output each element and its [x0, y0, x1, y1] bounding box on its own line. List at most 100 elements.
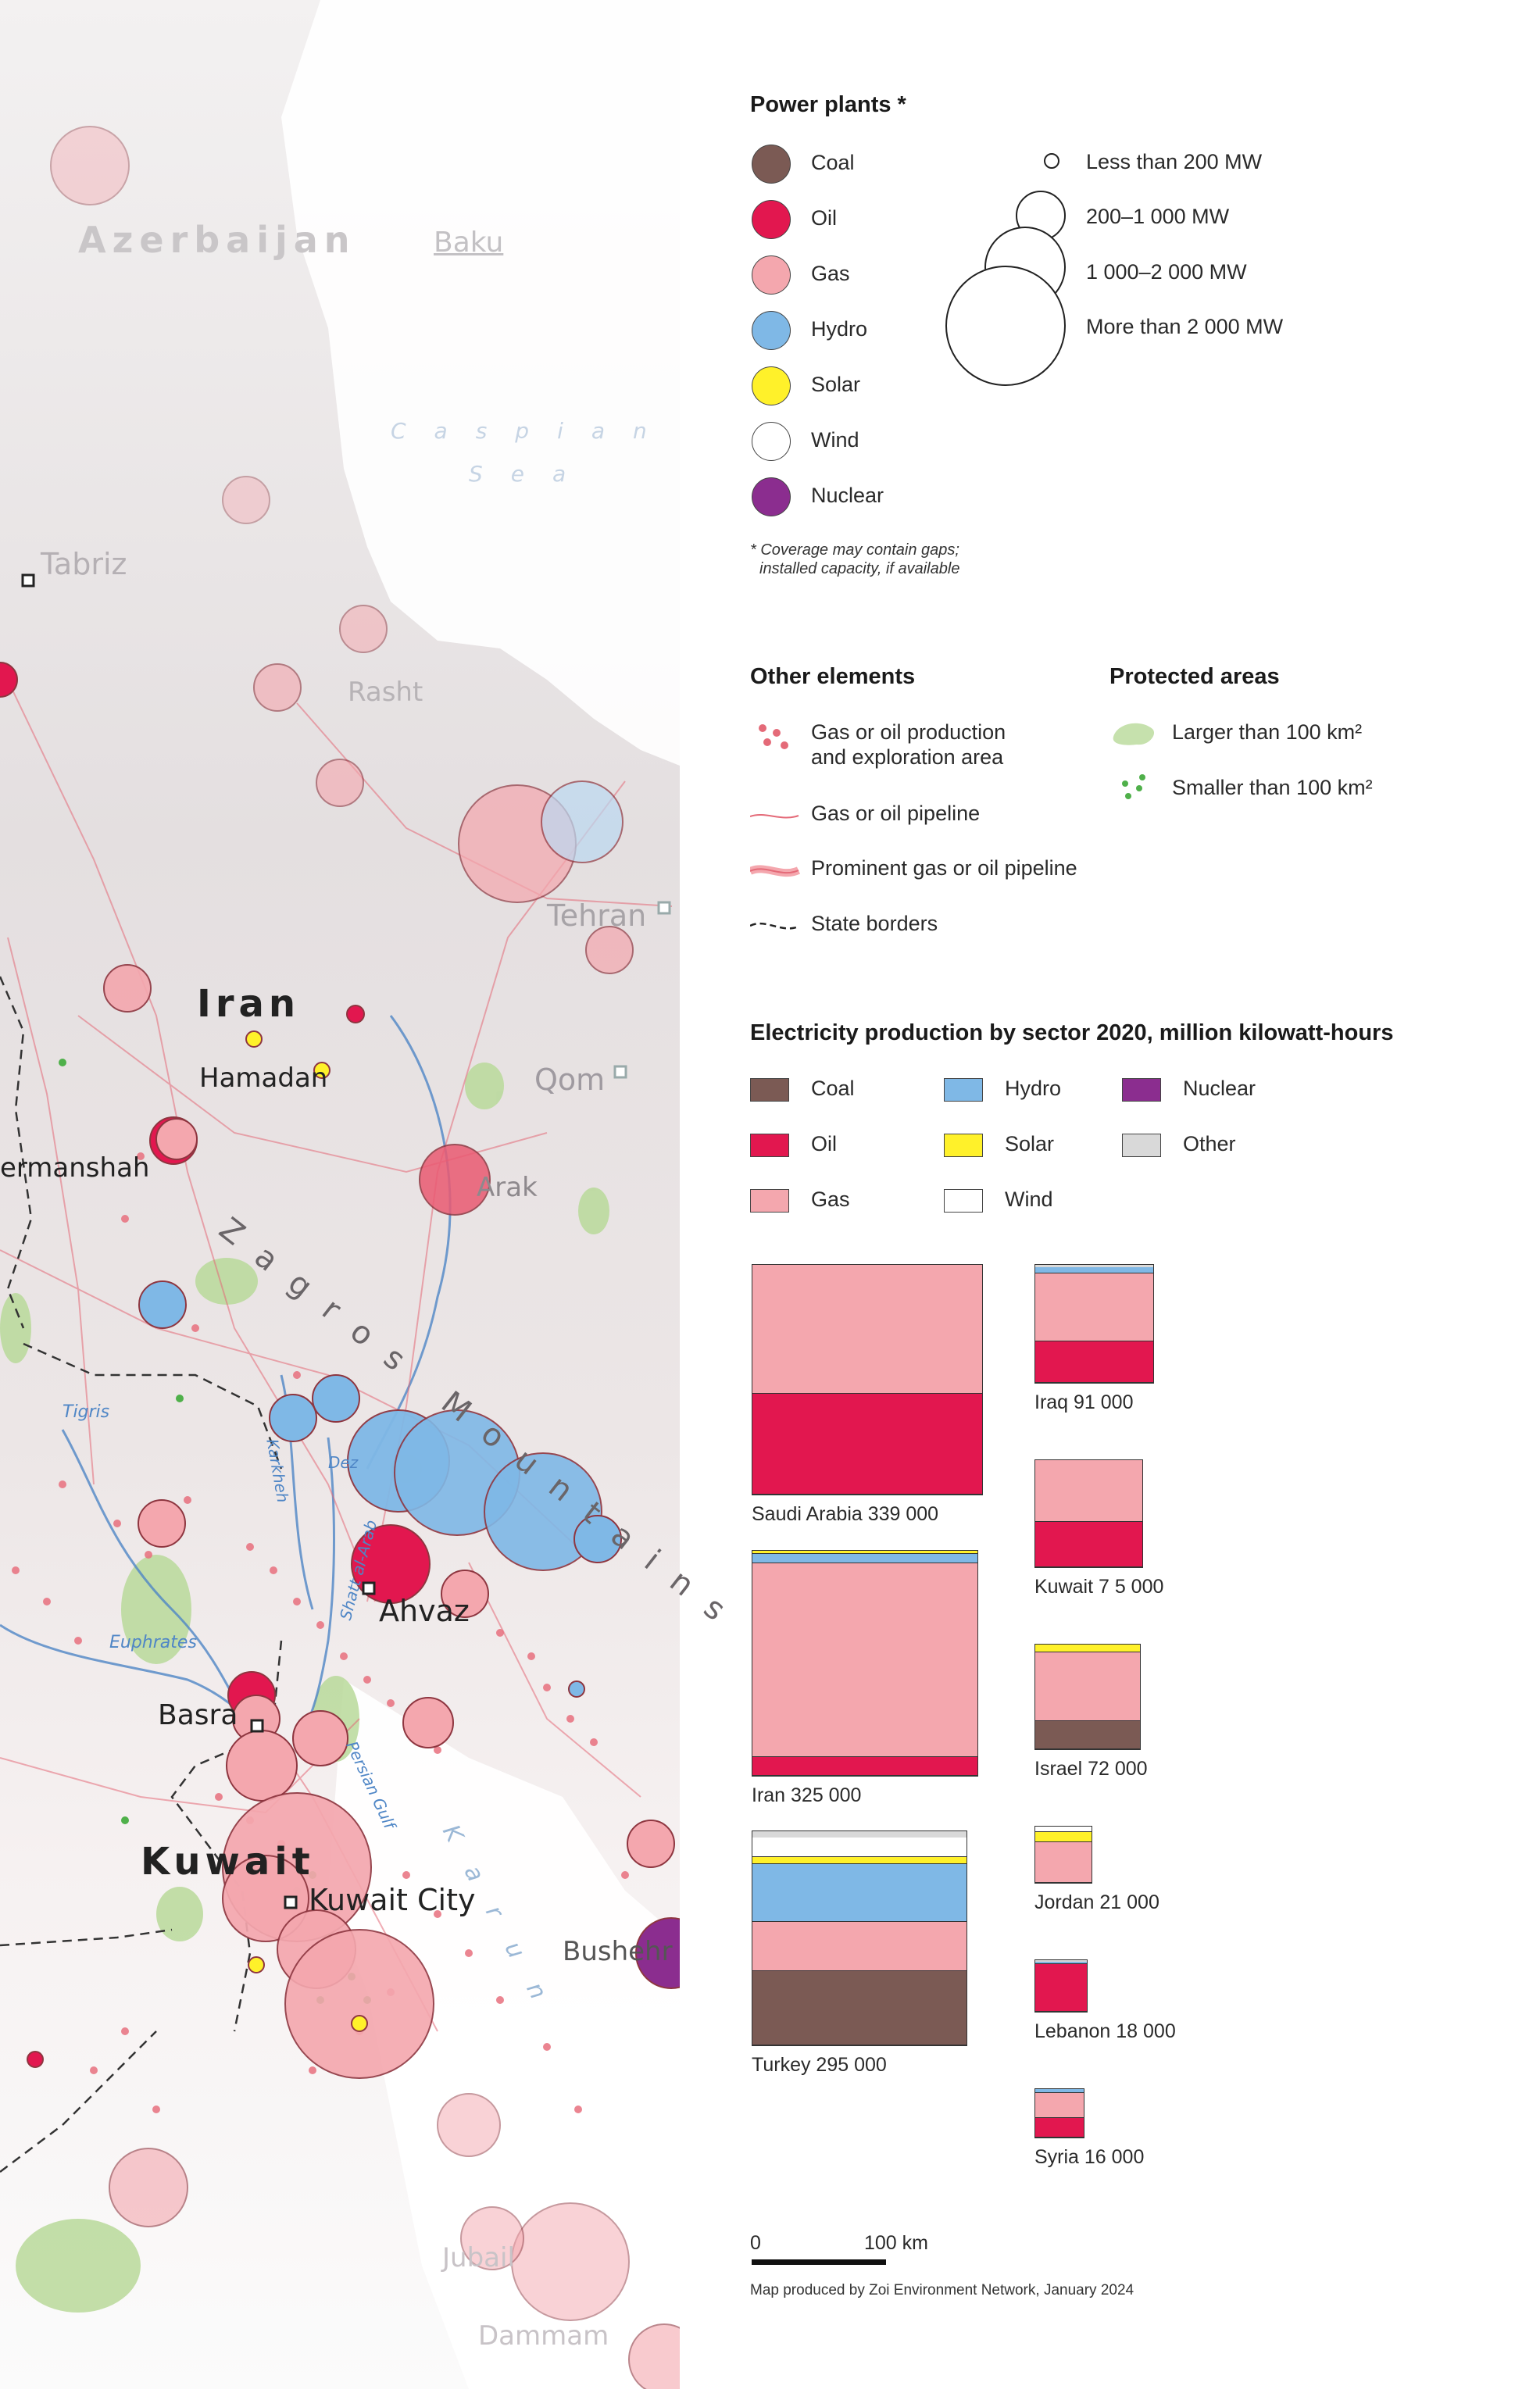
power-plants-title: Power plants *: [750, 92, 906, 117]
plant-coal-label: Coal: [811, 151, 855, 174]
sector-solar-label: Solar: [1005, 1132, 1055, 1155]
plant-hydro-label: Hydro: [811, 317, 868, 341]
scale-label-left: 0: [750, 2232, 761, 2254]
sector-gas-swatch: [750, 1189, 789, 1213]
bar-segment-solar: [1035, 1645, 1140, 1653]
other-label-4: State borders: [811, 912, 938, 935]
country-bar-label: Jordan 21 000: [1034, 1891, 1159, 1913]
other-label-1a: Gas or oil production: [811, 720, 1006, 744]
plant-coal-swatch: [752, 145, 791, 184]
bar-segment-hydro: [1035, 1961, 1087, 1964]
plant-solar-label: Solar: [811, 373, 861, 396]
protected-label-2: Smaller than 100 km²: [1172, 776, 1373, 799]
map-label-rasht: Rasht: [348, 677, 423, 708]
bar-segment-oil: [1035, 2118, 1084, 2138]
map-label-basra: Basra: [158, 1699, 238, 1731]
size-ring-small: [1044, 153, 1059, 169]
country-bar-label: Syria 16 000: [1034, 2146, 1145, 2168]
scale-bar: [752, 2259, 886, 2265]
map-label-jubail: Jubail: [442, 2242, 515, 2273]
size-label-2: 200–1 000 MW: [1086, 205, 1230, 228]
other-label-1b: and exploration area: [811, 745, 1004, 769]
country-bar-label: Saudi Arabia 339 000: [752, 1503, 939, 1525]
size-label-4: More than 2 000 MW: [1086, 315, 1284, 338]
country-bar-label: Turkey 295 000: [752, 2054, 887, 2076]
bar-segment-wind: [1035, 1827, 1092, 1833]
protected-label-1: Larger than 100 km²: [1172, 720, 1363, 744]
pipeline-icon: [750, 813, 799, 819]
map-label-dammam: Dammam: [478, 2320, 609, 2352]
bar-segment-solar: [752, 1551, 977, 1554]
country-bar: [1034, 1264, 1154, 1384]
sector-hydro-label: Hydro: [1005, 1077, 1062, 1100]
dots-icon: [759, 724, 788, 749]
bar-segment-gas: [752, 1265, 982, 1394]
small-protected-icon: [1122, 774, 1145, 799]
map-label-kermanshah: ermanshah: [0, 1152, 150, 1184]
country-bar-label: Iraq 91 000: [1034, 1391, 1134, 1413]
bar-segment-coal: [1035, 1720, 1140, 1749]
plant-oil-swatch: [752, 200, 791, 239]
bar-segment-oil: [752, 1757, 977, 1776]
caspian-sea: [281, 0, 680, 766]
sector-other-swatch: [1122, 1134, 1161, 1157]
plant-nuclear-label: Nuclear: [811, 484, 884, 507]
map-label-bushehr: Bushehr: [563, 1936, 673, 1967]
map-label-kuwait-city: Kuwait City: [309, 1883, 476, 1917]
size-ring-xlarge: [945, 266, 1066, 386]
map-label-sea: Sea: [469, 461, 595, 487]
plant-oil-label: Oil: [811, 206, 837, 230]
country-bar-label: Lebanon 18 000: [1034, 2020, 1176, 2042]
bar-segment-gas: [1035, 1460, 1142, 1523]
bar-segment-oil: [752, 1393, 982, 1495]
bar-segment-gas: [1035, 1841, 1092, 1883]
bar-segment-gas: [1035, 2093, 1084, 2119]
bar-segment-hydro: [752, 1864, 967, 1922]
legend-panel: Power plants * Coal Oil Gas Hydro Solar Wind N…: [750, 0, 1540, 2389]
bar-segment-oil: [1035, 1963, 1087, 2012]
sector-gas-label: Gas: [811, 1188, 850, 1211]
plant-nuclear-swatch: [752, 477, 791, 516]
bar-segment-solar: [752, 1857, 967, 1865]
bar-segment-other: [1035, 1960, 1087, 1962]
protected-icons: [1113, 723, 1155, 799]
bar-segment-oil: [1035, 1341, 1153, 1383]
map-label-dez: Dez: [328, 1453, 359, 1472]
bar-segment-oil: [1035, 1522, 1142, 1567]
size-label-1: Less than 200 MW: [1086, 150, 1263, 173]
sector-oil-label: Oil: [811, 1132, 837, 1155]
power-plant-circles: [0, 126, 707, 2393]
other-label-3: Prominent gas or oil pipeline: [811, 856, 1077, 880]
bar-segment-gas: [752, 1921, 967, 1971]
electricity-title: Electricity production by sector 2020, m…: [750, 1020, 1394, 1045]
plant-hydro-swatch: [752, 311, 791, 350]
bar-segment-other: [1035, 1265, 1153, 1267]
other-elements-icons: [750, 724, 801, 930]
city-markers: [21, 573, 671, 1909]
country-bar: [752, 1550, 978, 1777]
other-elements-title: Other elements: [750, 664, 916, 689]
large-protected-icon: [1113, 723, 1155, 745]
country-bar-label: Kuwait 7 5 000: [1034, 1576, 1164, 1598]
country-bar: [752, 1264, 983, 1495]
bar-segment-coal: [752, 1970, 967, 2045]
bar-segment-gas: [1035, 1652, 1140, 1721]
map-label-hamadan: Hamadan: [199, 1063, 328, 1094]
map-label-ahvaz: Ahvaz: [379, 1594, 470, 1628]
map-label-qom: Qom: [534, 1063, 606, 1097]
map-label-arak: Arak: [477, 1172, 538, 1203]
protected-areas-title: Protected areas: [1109, 664, 1280, 689]
sector-hydro-swatch: [944, 1078, 983, 1102]
plant-solar-swatch: [752, 366, 791, 405]
map-label-caspian: Caspian: [391, 418, 675, 444]
country-bar: [1034, 1959, 1088, 2013]
plant-gas-swatch: [752, 255, 791, 295]
country-bar-label: Iran 325 000: [752, 1784, 862, 1806]
plant-wind-swatch: [752, 422, 791, 461]
map-label-tehran: Tehran: [547, 898, 647, 933]
map-panel: Azerbaijan Baku Caspian Sea Tabriz Rasht…: [0, 0, 750, 2393]
sector-wind-swatch: [944, 1189, 983, 1213]
scale-label-right: 100 km: [864, 2232, 928, 2254]
credit: Map produced by Zoi Environment Network,…: [750, 2282, 1134, 2298]
footnote-line-2: installed capacity, if available: [759, 560, 960, 577]
